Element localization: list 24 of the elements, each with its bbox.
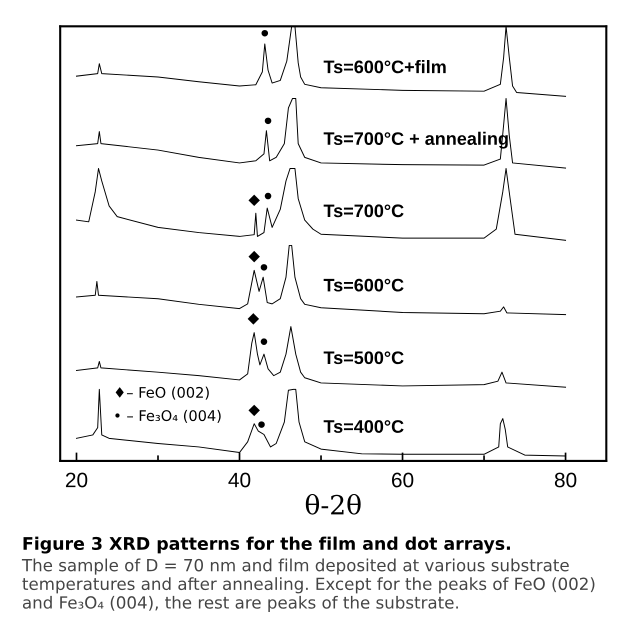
series-label: Ts=600°C	[324, 278, 404, 292]
text: The sample of D = 70 nm and film deposited at various substrate temperatures and after annealing. Except for the peaks of FeO (002) and Fe₃O₄ (004), the rest are peaks of the substrate.	[22, 558, 594, 612]
x-tick-label: 60	[392, 472, 414, 488]
point	[248, 250, 260, 262]
x-tick-label: 20	[66, 472, 88, 488]
series-label: Ts=400°C	[324, 420, 404, 433]
x-tick-label: 80	[554, 472, 576, 488]
point	[248, 194, 260, 206]
caption: Figure 3 XRD patterns for the film and dot arrays.	[24, 536, 510, 554]
series-label: Ts=700°C	[324, 204, 404, 218]
point	[264, 118, 272, 124]
x-axis-title: θ-2θ	[306, 494, 361, 515]
point	[258, 421, 265, 428]
point	[260, 264, 268, 271]
series-label: Ts=500°C	[324, 351, 404, 364]
point	[248, 404, 260, 416]
annotation: • – Fe₃O₄ (004)	[115, 410, 221, 423]
series-label: Ts=600°C+film	[324, 60, 446, 74]
point	[264, 192, 272, 200]
point	[248, 313, 260, 325]
x-tick-label: 40	[228, 472, 250, 488]
annotation: ♦– FeO (002)	[116, 386, 209, 400]
point	[260, 338, 268, 345]
point	[262, 30, 268, 36]
